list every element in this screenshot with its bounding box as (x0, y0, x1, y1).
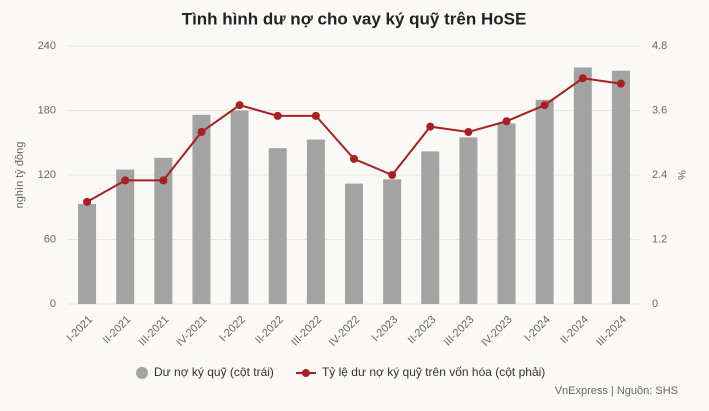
x-tick-label: II-2024 (558, 314, 591, 347)
x-tick-label: I-2022 (217, 314, 248, 345)
x-tick-label: III-2023 (442, 314, 477, 349)
bar (268, 148, 287, 304)
line-point (121, 176, 130, 185)
x-tick-label: IV-2022 (327, 314, 362, 349)
x-tick-label: I-2024 (522, 314, 553, 345)
x-tick-label: II-2022 (253, 314, 286, 347)
bar (345, 183, 363, 304)
legend-label: Dư nợ ký quỹ (cột trái) (154, 365, 274, 379)
y2-tick-label: 3.6 (652, 104, 667, 116)
legend-label: Tỷ lệ dư nợ ký quỹ trên vốn hóa (cột phả… (322, 365, 545, 379)
line-point (578, 74, 587, 83)
line-point (311, 111, 320, 120)
bar (192, 114, 211, 304)
line-point (616, 79, 625, 88)
bar (459, 137, 478, 304)
y2-tick-label: 2.4 (652, 169, 667, 181)
legend-marker (136, 367, 148, 379)
x-tick-label: III-2024 (594, 314, 629, 349)
x-tick-label: IV-2023 (479, 314, 514, 349)
y-tick-label: 0 (50, 298, 56, 310)
bar (154, 157, 173, 304)
x-tick-label: II-2023 (406, 314, 439, 347)
y-tick-label: 240 (38, 40, 56, 52)
bar (116, 169, 135, 304)
bar (306, 139, 325, 304)
x-tick-label: I-2023 (370, 314, 401, 345)
x-tick-label: III-2021 (137, 314, 172, 349)
y-tick-label: 60 (44, 233, 56, 245)
line-point (388, 171, 397, 179)
bar (535, 99, 554, 304)
bar (230, 110, 249, 304)
y-tick-label: 120 (38, 169, 56, 181)
legend-marker (301, 369, 310, 377)
bar (573, 67, 592, 304)
line-point (235, 101, 244, 110)
x-tick-label: II-2021 (101, 314, 134, 347)
x-tick-label: I-2021 (65, 314, 96, 345)
bar (497, 123, 516, 305)
chart-title: Tình hình dư nợ cho vay ký quỹ trên HoSE (182, 9, 527, 28)
bar (78, 204, 97, 304)
y2-tick-label: 1.2 (652, 233, 667, 245)
y2-tick-label: 0 (652, 298, 658, 310)
line-point (464, 128, 473, 136)
line-point (350, 154, 358, 163)
bar (611, 70, 630, 304)
y-tick-label: 180 (38, 104, 56, 116)
line-point (197, 128, 206, 136)
line-point (426, 122, 435, 131)
bar (383, 179, 402, 304)
x-tick-label: IV-2021 (174, 314, 209, 349)
line-point (83, 197, 92, 206)
source: VnExpress | Nguồn: SHS (555, 385, 678, 397)
y-axis-label: nghìn tỷ đồng (14, 142, 26, 209)
line-point (540, 101, 549, 110)
bar (421, 151, 440, 304)
line-point (273, 111, 282, 120)
y2-tick-label: 4.8 (652, 40, 667, 52)
line-point (159, 176, 168, 185)
x-tick-label: III-2022 (289, 314, 324, 349)
y2-axis-label: % (675, 170, 687, 180)
line-point (502, 117, 511, 126)
